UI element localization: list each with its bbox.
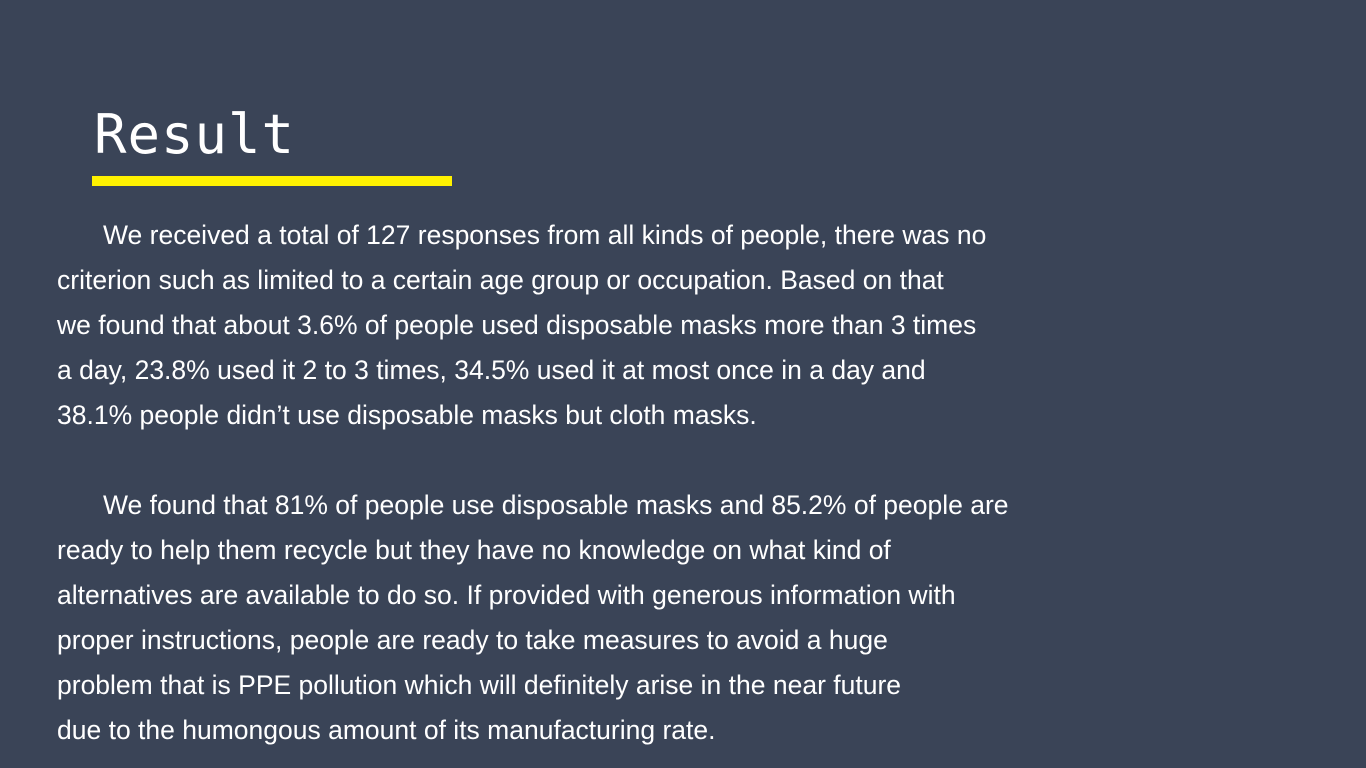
paragraph-line: criterion such as limited to a certain a… [57,265,944,295]
paragraph-responses: We received a total of 127 responses fro… [57,213,1117,438]
paragraph-line: due to the humongous amount of its manuf… [57,715,716,745]
paragraph-line: proper instructions, people are ready to… [57,625,888,655]
slide-title: Result [94,103,296,166]
paragraph-line: a day, 23.8% used it 2 to 3 times, 34.5%… [57,355,926,385]
paragraph-line: We received a total of 127 responses fro… [103,220,987,250]
paragraph-line: alternatives are available to do so. If … [57,580,956,610]
slide-body: We received a total of 127 responses fro… [57,213,1117,753]
paragraph-line: ready to help them recycle but they have… [57,535,891,565]
title-underline [92,176,452,186]
paragraph-line: problem that is PPE pollution which will… [57,670,902,700]
paragraph-line: We found that 81% of people use disposab… [103,490,1009,520]
paragraph-line: 38.1% people didn’t use disposable masks… [57,400,757,430]
paragraph-line: we found that about 3.6% of people used … [57,310,977,340]
paragraph-findings: We found that 81% of people use disposab… [57,483,1117,753]
